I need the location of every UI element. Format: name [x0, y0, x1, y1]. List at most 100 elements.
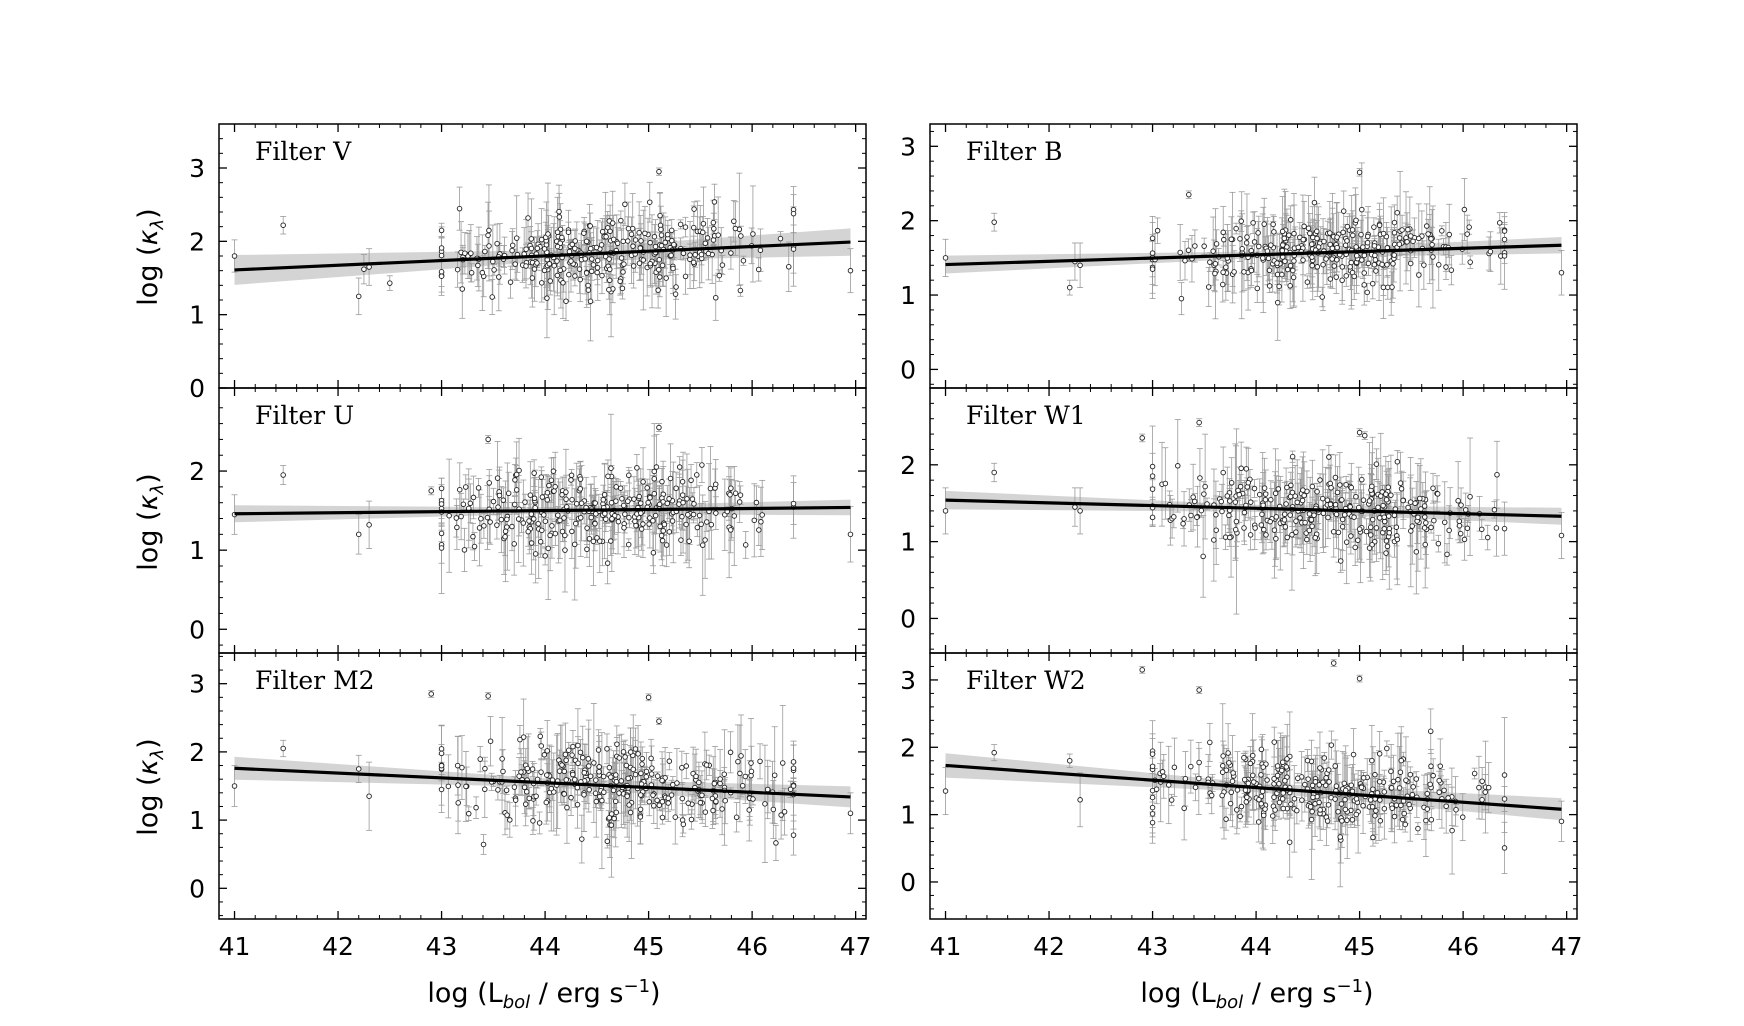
data-point	[1343, 273, 1349, 279]
data-point	[847, 531, 854, 538]
data-point	[1256, 243, 1262, 250]
data-point	[728, 250, 734, 256]
data-point	[666, 496, 672, 502]
data-point	[1279, 247, 1286, 254]
data-point	[582, 256, 588, 262]
data-point	[1241, 269, 1247, 275]
data-point	[1399, 227, 1405, 233]
data-point	[737, 287, 744, 294]
data-point	[509, 523, 515, 530]
data-point	[581, 230, 587, 236]
data-point	[1380, 284, 1387, 291]
data-point	[1329, 256, 1335, 262]
data-point	[1287, 283, 1293, 289]
data-point	[1210, 248, 1216, 254]
data-point	[707, 485, 714, 492]
data-point	[755, 266, 762, 273]
data-point	[482, 248, 488, 255]
data-point	[438, 252, 445, 259]
data-point	[583, 270, 590, 276]
data-point	[468, 250, 474, 257]
data-point	[615, 518, 622, 525]
data-point	[577, 514, 584, 521]
data-point	[496, 492, 503, 499]
data-point	[716, 272, 723, 279]
panel-title: Filter V	[255, 137, 352, 166]
data-point	[583, 238, 590, 245]
data-point	[513, 487, 520, 493]
data-point	[659, 478, 665, 485]
data-point	[542, 518, 549, 524]
data-point	[545, 231, 551, 237]
data-point	[509, 247, 515, 254]
data-point	[523, 246, 529, 253]
panels: 0 1 2 3 Filter V 0 1 2 3 Filter B 0 1 2 Filter U 012Fi…	[189, 123, 1583, 961]
data-point	[551, 488, 557, 494]
data-point	[625, 541, 632, 548]
data-point	[659, 537, 666, 544]
data-point	[626, 514, 632, 521]
data-point	[1431, 517, 1437, 524]
data-point	[1391, 219, 1398, 226]
data-point	[692, 251, 698, 258]
data-point	[539, 527, 545, 534]
data-point	[677, 221, 684, 228]
data-point	[1307, 230, 1313, 237]
data-point	[1334, 234, 1340, 240]
data-point	[1220, 229, 1226, 236]
data-point	[1265, 255, 1272, 262]
data-point	[1201, 243, 1207, 249]
data-point	[1360, 244, 1366, 250]
data-point	[554, 258, 560, 264]
data-point	[556, 214, 563, 220]
data-point	[496, 274, 502, 280]
data-point	[527, 492, 534, 498]
data-point	[602, 510, 608, 517]
data-point	[680, 499, 686, 506]
data-point	[1372, 257, 1379, 263]
data-point	[470, 533, 476, 540]
data-point	[657, 274, 663, 280]
data-point	[1404, 239, 1410, 245]
data-point	[537, 538, 544, 545]
data-point	[573, 501, 580, 507]
data-point	[606, 286, 612, 293]
data-point	[1274, 260, 1280, 266]
data-point	[1455, 497, 1461, 504]
data-point	[1435, 262, 1442, 268]
data-point	[687, 252, 693, 258]
data-point	[516, 467, 522, 474]
data-point	[562, 532, 568, 539]
data-point	[1458, 502, 1464, 508]
data-point	[621, 261, 627, 267]
data-point	[680, 250, 687, 257]
data-point	[531, 495, 538, 502]
data-point	[1334, 244, 1340, 251]
data-point	[470, 494, 477, 501]
data-point	[713, 295, 719, 301]
data-point	[682, 273, 689, 280]
data-point	[1364, 289, 1370, 296]
data-point	[1212, 261, 1219, 267]
data-point	[666, 529, 673, 535]
y-tick-label: 2	[189, 227, 205, 256]
data-point	[630, 263, 637, 269]
data-point	[698, 521, 704, 527]
data-point	[1347, 264, 1353, 270]
data-point	[1237, 236, 1243, 242]
data-point	[698, 251, 705, 258]
data-point	[731, 218, 737, 224]
data-point	[539, 494, 546, 500]
data-point	[549, 523, 555, 529]
data-point	[732, 225, 739, 232]
data-point	[457, 486, 463, 493]
data-point	[661, 521, 668, 528]
data-point	[606, 277, 613, 284]
data-point	[577, 476, 584, 482]
data-point	[280, 222, 286, 228]
data-point	[1389, 284, 1395, 290]
data-point	[562, 547, 568, 553]
data-point	[691, 501, 697, 507]
data-point	[1149, 250, 1156, 256]
data-point	[608, 465, 614, 472]
